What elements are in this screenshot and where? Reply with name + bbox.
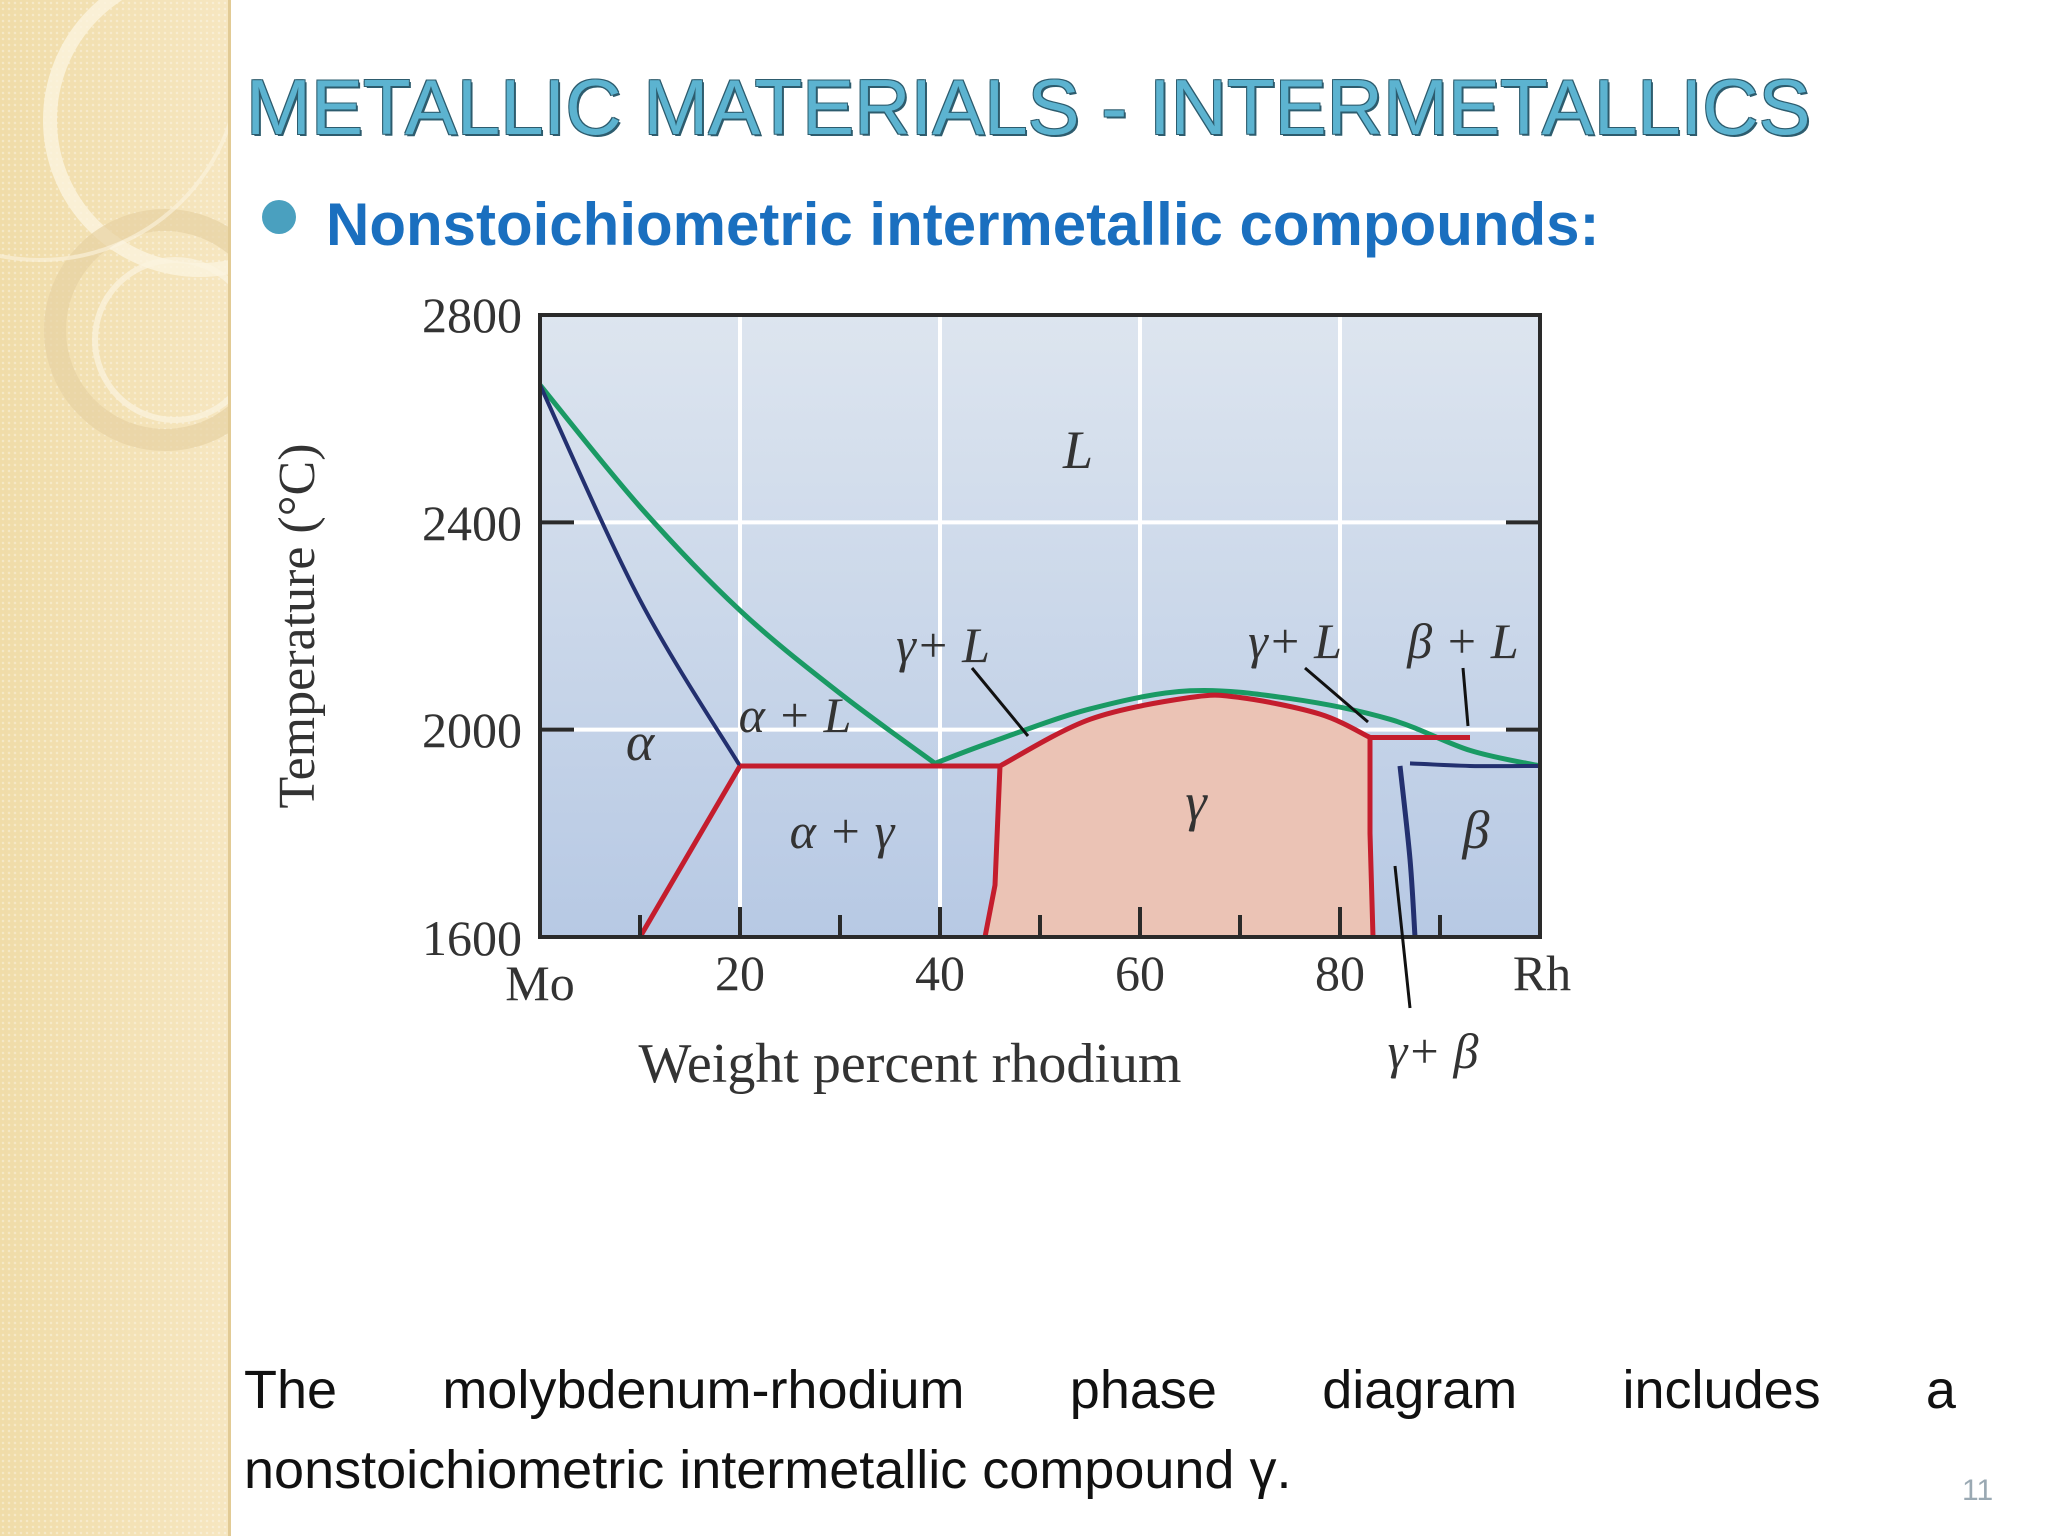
y-tick-label: 2000: [422, 702, 522, 758]
x-axis-label: Weight percent rhodium: [639, 1033, 1182, 1095]
region-label-alpha-plus-gamma: α + γ: [790, 803, 896, 859]
gamma-region-fill: [985, 695, 1373, 937]
caption-line-2: nonstoichiometric intermetallic compound…: [244, 1440, 1292, 1500]
caption-word: The: [244, 1360, 338, 1420]
alpha-solidus-curve: [540, 384, 742, 767]
y-tick-label: 2400: [422, 495, 522, 551]
caption-line-1: The molybdenum-rhodium phase diagram inc…: [244, 1350, 1956, 1430]
bullet-dot: [262, 200, 296, 234]
slide-caption: The molybdenum-rhodium phase diagram inc…: [244, 1350, 1956, 1510]
caption-word: includes: [1622, 1360, 1821, 1420]
phase-diagram-svg: 2800 2400 2000 1600 Temperature (°C) Mo …: [269, 287, 1571, 1095]
x-axis-right-end-label: Rh: [1513, 945, 1571, 1001]
region-label-gamma-plus-liquid: γ+ L: [896, 617, 990, 673]
caption-word: diagram: [1322, 1360, 1518, 1420]
alpha-solvus-line: [637, 764, 743, 937]
x-tick-label: 60: [1115, 945, 1165, 1001]
caption-word: phase: [1069, 1360, 1217, 1420]
caption-word: molybdenum-rhodium: [442, 1360, 965, 1420]
axis-tick-marks: [540, 313, 1540, 937]
region-label-gamma: γ: [1185, 772, 1208, 832]
region-label-beta-plus-liquid: β + L: [1406, 613, 1518, 669]
x-tick-label: 40: [915, 945, 965, 1001]
x-axis-left-end-label: Mo: [505, 955, 574, 1011]
y-axis-label: Temperature (°C): [269, 443, 326, 808]
slide-title: METALLIC MATERIALS - INTERMETALLICS: [246, 63, 1811, 151]
y-tick-label: 1600: [422, 910, 522, 966]
region-label-alpha-plus-liquid: α + L: [739, 687, 852, 743]
bullet-point: Nonstoichiometric intermetallic compound…: [326, 191, 1600, 258]
leader-lines: [970, 666, 1470, 1009]
x-tick-label: 20: [715, 945, 765, 1001]
beta-solidus-curve: [1409, 761, 1540, 769]
page-number: 11: [1962, 1474, 1994, 1507]
x-tick-label: 80: [1315, 945, 1365, 1001]
decorative-rings: [0, 0, 228, 451]
beta-solvus-curve: [1397, 765, 1418, 937]
caption-word: a: [1925, 1360, 1956, 1420]
region-label-alpha: α: [626, 712, 656, 772]
liquidus-curve: [540, 383, 1540, 769]
decorative-sidebar: [0, 0, 228, 1536]
gamma-phase-boundary: [982, 692, 1376, 937]
region-label-liquid: L: [1062, 420, 1093, 480]
region-label-beta: β: [1462, 800, 1490, 860]
phase-diagram: 2800 2400 2000 1600 Temperature (°C) Mo …: [250, 270, 1910, 1330]
sidebar-divider: [228, 0, 231, 1536]
region-label-gamma-plus-liquid: γ+ L: [1248, 613, 1342, 669]
y-tick-label: 2800: [422, 287, 522, 343]
region-label-gamma-plus-beta: γ+ β: [1388, 1023, 1479, 1079]
